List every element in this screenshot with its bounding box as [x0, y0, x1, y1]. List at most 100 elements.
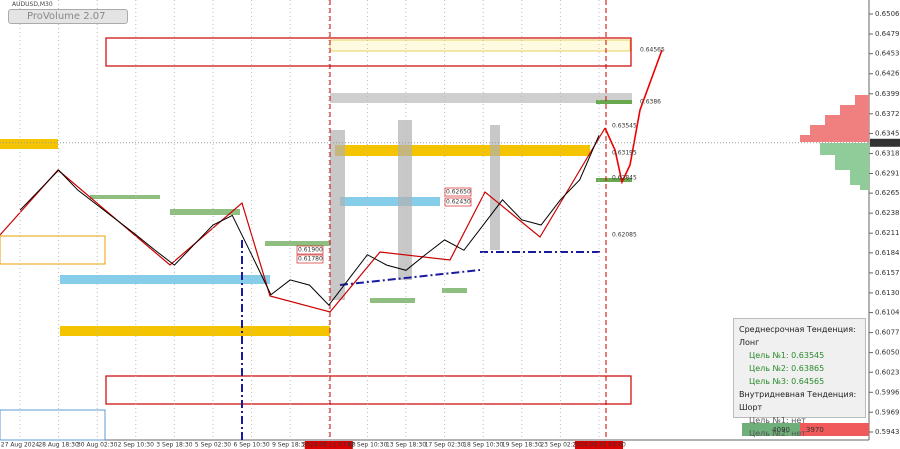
zone [60, 326, 330, 336]
x-tick-label: 12 Sep 10:30 [347, 442, 387, 449]
level-box [296, 254, 324, 264]
level-label: 0.64565 [640, 47, 665, 54]
x-tick-label: 2 Sep 10:30 [118, 442, 154, 449]
zone [265, 241, 330, 246]
level-label: 0.62430 [446, 199, 471, 206]
x-tick-label: 3 Sep 18:30 [156, 442, 192, 449]
vol-buy-label: 4090 [772, 426, 790, 434]
target-label: Цель №3: [749, 377, 789, 386]
zone [442, 288, 467, 293]
y-tick-label: 0.62915 [875, 169, 900, 177]
price-box [870, 138, 900, 147]
zone [0, 409, 106, 441]
target-value: 0.64565 [791, 377, 825, 386]
target: Цель №3: 0.64565 [739, 375, 860, 388]
target: Цель №1: 0.63545 [739, 349, 860, 362]
intraday-target: Цель №2: нет [749, 429, 806, 438]
x-label-bg [304, 441, 353, 449]
x-tick-label: 13 Sep 18:30 [386, 442, 426, 449]
price-line [19, 135, 600, 306]
zone [0, 235, 106, 265]
volume-profile [330, 95, 869, 300]
x-tick-label: 23 Sep 02:30 [540, 442, 580, 449]
target-label: Цель №1: [749, 351, 789, 360]
y-tick-label: 0.61845 [875, 249, 900, 257]
zigzag [0, 127, 606, 313]
profile-buy [820, 143, 869, 190]
x-tick-label: 28 Aug 18:30 [38, 442, 79, 449]
zone [596, 178, 632, 182]
trend-panel: Среднесрочная Тенденция: Лонг Цель №1: 0… [733, 318, 866, 438]
y-tick-label: 0.65065 [875, 10, 900, 18]
zone [330, 93, 632, 103]
zones [0, 37, 632, 441]
zone [370, 298, 415, 303]
zone [60, 275, 270, 284]
y-tick-label: 0.63455 [875, 129, 900, 137]
x-tick-label: 18 Sep 10:30 [463, 442, 503, 449]
x-tick-label: 2024.09.11 07:00 [302, 442, 356, 449]
symbol: AUDUSD,M30 [12, 1, 53, 8]
zone [170, 209, 240, 215]
x-tick-label: 2024.09.25 04:00 [572, 442, 626, 449]
vol-sell-label: 3970 [806, 426, 824, 434]
profile-sell [800, 95, 869, 142]
price-label: 0.63329 [872, 139, 900, 147]
level-label: 0.62650 [446, 189, 471, 196]
swing-line [339, 269, 481, 286]
y-tick-label: 0.61305 [875, 289, 900, 297]
level-label: 0.63195 [612, 150, 637, 157]
level-label: 0.61900 [298, 247, 323, 254]
x-tick-label: 5 Sep 02:30 [195, 442, 231, 449]
volume-bar: 4090 3970 [742, 423, 869, 436]
target-label: Цель №2: [749, 364, 789, 373]
level-box [444, 197, 472, 207]
y-tick-label: 0.59696 [875, 408, 900, 416]
x-tick-label: 9 Sep 18:30 [272, 442, 308, 449]
zone [90, 195, 160, 199]
x-tick-label: 30 Aug 02:30 [77, 442, 118, 449]
x-tick-label: 17 Sep 02:30 [425, 442, 465, 449]
level-box [444, 187, 472, 197]
level-box [296, 245, 324, 255]
y-tick-label: 0.61575 [875, 269, 900, 277]
y-tick-label: 0.59430 [875, 428, 900, 436]
zone [105, 375, 632, 405]
level-label: 0.6386 [640, 99, 661, 106]
level-label: 0.62845 [612, 175, 637, 182]
target-value: 0.63545 [791, 351, 825, 360]
vol-buy [742, 423, 800, 436]
indicator-button[interactable]: ProVolume 2.07 [8, 9, 128, 24]
vol-sell [800, 423, 869, 436]
intraday: Внутридневная Тенденция: Шорт [739, 390, 857, 412]
forecast [604, 49, 663, 185]
y-tick-label: 0.59965 [875, 388, 900, 396]
x-tick-label: 19 Sep 18:30 [502, 442, 542, 449]
x-label-bg [575, 441, 623, 449]
x-tick-label: 27 Aug 2024 [1, 442, 40, 449]
zone [340, 197, 440, 206]
x-tick-label: 6 Sep 10:30 [233, 442, 269, 449]
target: Цель №2: 0.63865 [739, 362, 860, 375]
y-tick-label: 0.62650 [875, 189, 900, 197]
level-label: 0.62085 [612, 232, 637, 239]
zone [105, 37, 632, 67]
zone [0, 139, 58, 149]
level-label: 0.61780 [298, 256, 323, 263]
intraday-target: Цель №1: нет [749, 416, 806, 425]
medium-term: Среднесрочная Тенденция: Лонг [739, 325, 856, 347]
zone [596, 100, 632, 104]
plot-bg [0, 0, 869, 440]
zone [335, 145, 590, 156]
y-tick-label: 0.63185 [875, 149, 900, 157]
